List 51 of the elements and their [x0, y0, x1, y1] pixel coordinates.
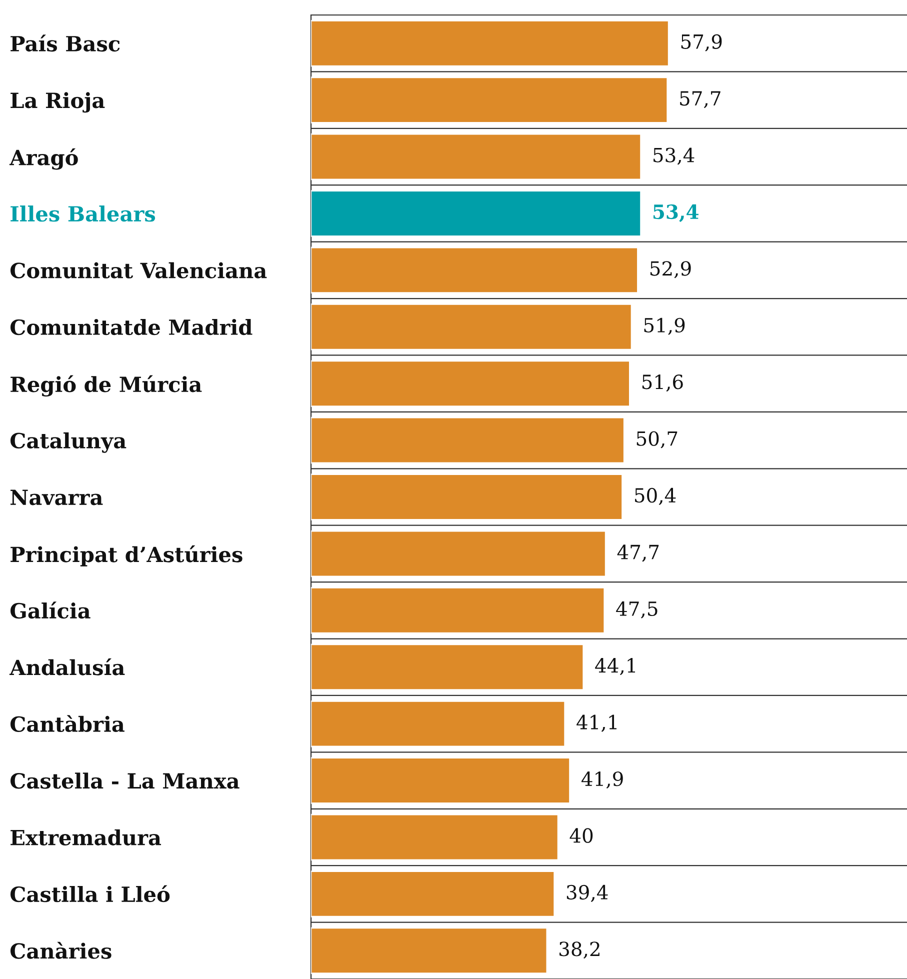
y-tick-label: País Basc: [10, 34, 120, 52]
data-label: 38,2: [560, 942, 600, 959]
y-tick-label: Navarra: [10, 490, 103, 506]
bar: [311, 644, 584, 690]
y-tick-label: Aragó: [9, 148, 78, 170]
data-label: 41,9: [581, 771, 623, 789]
bar: [311, 416, 625, 464]
bar: [311, 700, 566, 748]
data-label: 39,4: [566, 884, 608, 902]
y-tick-label: Illes Balears: [10, 206, 156, 222]
bar: [311, 360, 630, 407]
y-tick-label: Andalusía: [9, 658, 125, 676]
bar: [311, 530, 606, 578]
y-tick-label: Canàries: [10, 942, 112, 959]
data-label: 50,4: [635, 488, 676, 506]
data-label: 57,7: [680, 91, 720, 108]
y-tick-label: Catalunya: [10, 432, 126, 453]
bar: [311, 20, 670, 67]
y-tick-label: La Rioja: [10, 92, 105, 113]
data-label: 52,9: [650, 261, 691, 278]
y-tick-label: Principat d’Astúries: [10, 545, 242, 566]
y-tick-label: Comunitatde Madrid: [10, 318, 252, 336]
bar: [311, 870, 556, 918]
bar: [311, 190, 642, 237]
bar: [311, 474, 623, 520]
y-tick-label: Cantàbria: [10, 715, 124, 732]
bar: [311, 814, 559, 861]
y-tick-label: Galícia: [10, 602, 90, 619]
bar: [311, 757, 570, 804]
data-label: 51,6: [642, 374, 683, 392]
bar: [311, 133, 642, 180]
bar: [311, 304, 632, 350]
y-tick-label: Extremadura: [10, 829, 162, 846]
data-label: 40: [570, 828, 593, 843]
y-tick-label: Regió de Múrcia: [10, 375, 202, 397]
data-label: 50,7: [636, 431, 678, 448]
data-label: 53,4: [654, 148, 694, 165]
data-label: 51,9: [644, 318, 685, 335]
bar: [311, 587, 606, 634]
y-tick-label: Castilla i Lleó: [10, 885, 170, 902]
data-label: 41,1: [576, 714, 616, 732]
data-label: 44,1: [595, 658, 636, 676]
y-tick-label: Comunitat Valenciana: [10, 262, 267, 278]
data-label: 53,4: [654, 204, 698, 222]
data-label: 57,9: [681, 34, 722, 52]
y-tick-label: Castella - La Manxa: [10, 772, 240, 789]
bar: [311, 76, 668, 124]
bar: [311, 927, 548, 974]
bar: [311, 246, 638, 294]
data-label: 47,7: [617, 544, 659, 562]
data-label: 47,5: [616, 601, 658, 618]
